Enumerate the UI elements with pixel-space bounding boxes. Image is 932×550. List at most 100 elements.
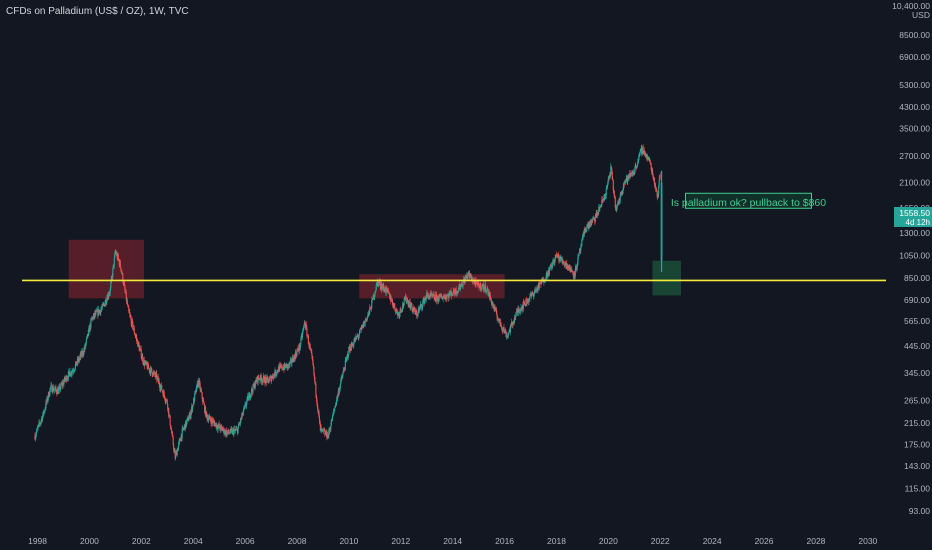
candle-body-428 xyxy=(247,395,250,401)
candle-body-305 xyxy=(186,418,188,421)
candle-body-737 xyxy=(402,303,404,309)
candle-body-69 xyxy=(68,371,70,374)
candle-body-526 xyxy=(296,350,298,352)
candle-body-35 xyxy=(51,391,53,393)
candle-body-736 xyxy=(401,308,403,311)
candle-body-67 xyxy=(67,371,69,379)
candle-body-985 xyxy=(525,299,527,304)
candle-body-755 xyxy=(411,302,413,308)
candle-body-1126 xyxy=(596,213,598,216)
candle-body-136 xyxy=(102,304,104,306)
candle-body-1037 xyxy=(551,264,553,268)
candle-body-1095 xyxy=(580,246,582,247)
candle-body-605 xyxy=(336,396,338,402)
candle-body-351 xyxy=(209,415,211,420)
candle-body-1022 xyxy=(544,280,546,282)
candle-body-18 xyxy=(43,411,45,415)
candle-body-1097 xyxy=(581,238,583,240)
candle-body-259 xyxy=(163,391,165,396)
candle-body-1217 xyxy=(641,152,643,154)
candle-body-716 xyxy=(391,299,393,302)
candle-body-517 xyxy=(292,357,294,362)
candle-body-1222 xyxy=(644,150,646,156)
candle-body-908 xyxy=(487,288,489,296)
candle-body-1090 xyxy=(578,253,580,257)
candle-body-476 xyxy=(271,375,274,378)
candle-body-685 xyxy=(376,282,378,285)
candle-body-950 xyxy=(508,331,510,333)
candle-body-610 xyxy=(338,388,340,394)
candle-body-1013 xyxy=(539,282,541,284)
candle-body-454 xyxy=(260,378,263,382)
candle-body-431 xyxy=(249,397,251,399)
candle-body-981 xyxy=(523,302,526,304)
time-label: 2014 xyxy=(443,536,462,546)
candle-body-933 xyxy=(499,322,502,326)
candle-body-422 xyxy=(244,404,247,407)
candle-body-12 xyxy=(40,420,42,423)
candle-body-711 xyxy=(389,293,391,299)
candle-body-317 xyxy=(192,404,194,406)
candle-body-134 xyxy=(101,307,103,309)
candle-body-639 xyxy=(353,342,355,346)
candle-body-668 xyxy=(367,313,369,316)
candle-body-441 xyxy=(254,385,256,389)
time-axis[interactable]: 1998 2000 2002 2004 2006 2008 2010 2012 2014 2016… xyxy=(28,536,877,546)
candle-body-270 xyxy=(169,414,171,417)
candle-body-107 xyxy=(87,330,89,336)
price-label: 8500.00 xyxy=(899,30,930,40)
candle-body-721 xyxy=(394,303,396,309)
candle-body-1053 xyxy=(559,258,561,261)
candle-body-474 xyxy=(270,378,273,382)
candle-body-336 xyxy=(202,398,204,402)
candle-body-275 xyxy=(171,433,173,435)
candle-body-402 xyxy=(235,430,237,432)
price-label: 4300.00 xyxy=(899,102,930,112)
candle-body-774 xyxy=(420,304,422,305)
candle-body-487 xyxy=(277,371,279,373)
price-label: 93.00 xyxy=(909,506,931,516)
candle-body-348 xyxy=(208,418,210,421)
candle-body-458 xyxy=(262,376,265,380)
annotation-group[interactable]: Is palladium ok? pullback to $860 xyxy=(671,192,826,209)
candle-body-1135 xyxy=(600,205,602,207)
candle-body-930 xyxy=(498,319,500,321)
candle-body-254 xyxy=(161,384,163,391)
candle-body-349 xyxy=(208,416,210,419)
candle-body-373 xyxy=(220,425,222,431)
candle-body-856 xyxy=(461,283,463,287)
candle-body-571 xyxy=(319,419,321,424)
candle-body-809 xyxy=(438,300,440,302)
candle-body-235 xyxy=(151,371,153,376)
candle-body-556 xyxy=(311,355,313,360)
candle-body-287 xyxy=(177,446,179,451)
candle-body-20 xyxy=(44,409,46,412)
candle-body-515 xyxy=(291,362,293,364)
candle-body-764 xyxy=(415,310,417,313)
candle-body-22 xyxy=(45,401,47,408)
candle-body-333 xyxy=(200,389,202,392)
price-axis[interactable]: 10,400.00 USD 8500.00 6900.00 5300.00 4300.… xyxy=(892,1,930,516)
candle-body-943 xyxy=(504,329,507,332)
candle-body-495 xyxy=(281,365,283,370)
candle-body-653 xyxy=(360,328,362,330)
candle-body-467 xyxy=(267,377,269,380)
candle-body-675 xyxy=(371,299,373,309)
candle-body-1124 xyxy=(595,216,597,218)
candle-body-744 xyxy=(405,295,407,302)
candle-body-1171 xyxy=(618,201,620,204)
annotation-text: Is palladium ok? pullback to $860 xyxy=(671,197,826,209)
zone-3[interactable] xyxy=(652,260,682,296)
candle-body-462 xyxy=(264,377,267,384)
price-label: 1050.00 xyxy=(899,251,930,261)
zone-1[interactable] xyxy=(68,239,144,299)
candle-body-832 xyxy=(449,293,451,296)
candle-body-900 xyxy=(483,287,485,291)
annotation-box[interactable] xyxy=(684,192,812,209)
candle-body-117 xyxy=(92,315,94,320)
candle-body-100 xyxy=(84,344,86,350)
price-label: 175.00 xyxy=(904,439,930,449)
candle-body-272 xyxy=(170,425,172,429)
